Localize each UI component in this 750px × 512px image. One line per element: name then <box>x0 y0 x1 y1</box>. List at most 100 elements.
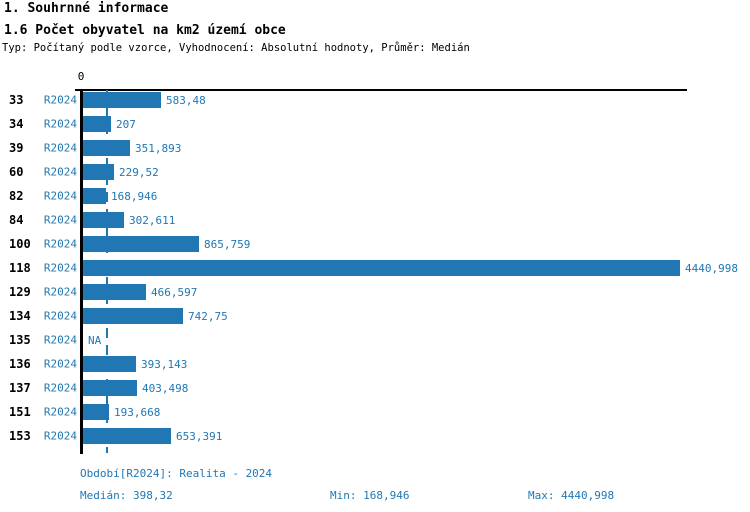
period-label: R2024 <box>43 285 77 299</box>
chart-row: 84 R2024 302,611 <box>0 208 750 232</box>
chart-row: 137 R2024 403,498 <box>0 376 750 400</box>
category-label: 134 <box>9 309 31 323</box>
bar-area: 229,52 <box>83 160 159 184</box>
bar-area: 393,143 <box>83 352 187 376</box>
category-label: 82 <box>9 189 24 203</box>
period-label: R2024 <box>43 357 77 371</box>
category-label: 84 <box>9 213 24 227</box>
period-label: R2024 <box>43 309 77 323</box>
period-label: R2024 <box>43 141 77 155</box>
axis-zero-tick-label: 0 <box>77 70 85 83</box>
bar-area: 302,611 <box>83 208 175 232</box>
value-label: 583,48 <box>166 93 206 107</box>
chart-row: 60 R2024 229,52 <box>0 160 750 184</box>
chart-row: 135 R2024 NA <box>0 328 750 352</box>
category-label: 135 <box>9 333 31 347</box>
period-label: R2024 <box>43 117 77 131</box>
bar <box>83 284 146 300</box>
bar <box>83 428 171 444</box>
bar-area: NA <box>83 328 101 352</box>
value-label: 193,668 <box>114 405 161 419</box>
footer-min-stat: Min: 168,946 <box>330 489 410 502</box>
period-label: R2024 <box>43 213 77 227</box>
chart-row: 118 R2024 4440,998 <box>0 256 750 280</box>
period-label: R2024 <box>43 405 77 419</box>
category-label: 39 <box>9 141 24 155</box>
bar-area: 583,48 <box>83 88 206 112</box>
chart-row: 153 R2024 653,391 <box>0 424 750 448</box>
period-label: R2024 <box>43 165 77 179</box>
bar <box>83 308 183 324</box>
period-label: R2024 <box>43 429 77 443</box>
bar-area: 4440,998 <box>83 256 738 280</box>
category-label: 136 <box>9 357 31 371</box>
category-label: 33 <box>9 93 24 107</box>
footer-max-stat: Max: 4440,998 <box>528 489 615 502</box>
chart-row: 39 R2024 351,893 <box>0 136 750 160</box>
bar-area: 742,75 <box>83 304 228 328</box>
section-title: 1. Souhrnné informace <box>4 1 169 16</box>
bar-area: 207 <box>83 112 136 136</box>
bar <box>83 140 130 156</box>
chart-subtitle: Typ: Počítaný podle vzorce, Vyhodnocení:… <box>2 42 470 54</box>
chart-row: 34 R2024 207 <box>0 112 750 136</box>
chart-row: 151 R2024 193,668 <box>0 400 750 424</box>
period-label: R2024 <box>43 333 77 347</box>
category-label: 60 <box>9 165 24 179</box>
chart-row: 100 R2024 865,759 <box>0 232 750 256</box>
bar <box>83 260 680 276</box>
value-label: 4440,998 <box>685 261 738 275</box>
value-label: 168,946 <box>111 189 158 203</box>
value-label: 653,391 <box>176 429 223 443</box>
category-label: 151 <box>9 405 31 419</box>
chart-title: 1.6 Počet obyvatel na km2 území obce <box>4 23 286 38</box>
value-label: 302,611 <box>129 213 176 227</box>
footer-median-stat: Medián: 398,32 <box>80 489 173 502</box>
bar <box>83 404 109 420</box>
bar <box>83 236 199 252</box>
value-label: 207 <box>116 117 136 131</box>
y-axis-line <box>80 89 83 454</box>
chart-row: 136 R2024 393,143 <box>0 352 750 376</box>
value-label: 466,597 <box>151 285 198 299</box>
bar-area: 168,946 <box>83 184 157 208</box>
chart-row: 82 R2024 168,946 <box>0 184 750 208</box>
bar-area: 865,759 <box>83 232 250 256</box>
bar <box>83 188 106 204</box>
chart-row: 33 R2024 583,48 <box>0 88 750 112</box>
category-label: 129 <box>9 285 31 299</box>
category-label: 118 <box>9 261 31 275</box>
value-label: 229,52 <box>119 165 159 179</box>
bar <box>83 92 161 108</box>
bar-area: 193,668 <box>83 400 160 424</box>
period-label: R2024 <box>43 381 77 395</box>
bar-area: 403,498 <box>83 376 188 400</box>
bar <box>83 356 136 372</box>
period-label: R2024 <box>43 189 77 203</box>
value-label: NA <box>88 333 102 347</box>
bar <box>83 380 137 396</box>
value-label: 742,75 <box>188 309 228 323</box>
x-axis-line <box>75 89 687 91</box>
value-label: 393,143 <box>141 357 188 371</box>
bar <box>83 116 111 132</box>
category-label: 100 <box>9 237 31 251</box>
footer-period-text: Období[R2024]: Realita - 2024 <box>80 467 273 480</box>
bar <box>83 212 124 228</box>
period-label: R2024 <box>43 261 77 275</box>
bar <box>83 164 114 180</box>
category-label: 153 <box>9 429 31 443</box>
bar-area: 653,391 <box>83 424 222 448</box>
period-label: R2024 <box>43 93 77 107</box>
category-label: 34 <box>9 117 24 131</box>
chart-row: 129 R2024 466,597 <box>0 280 750 304</box>
bar-area: 466,597 <box>83 280 197 304</box>
period-label: R2024 <box>43 237 77 251</box>
value-label: 865,759 <box>204 237 251 251</box>
bar-area: 351,893 <box>83 136 181 160</box>
value-label: 403,498 <box>142 381 189 395</box>
chart-row: 134 R2024 742,75 <box>0 304 750 328</box>
category-label: 137 <box>9 381 31 395</box>
bar-chart-rows: 33 R2024 583,48 34 R2024 207 39 R2024 35… <box>0 88 750 448</box>
